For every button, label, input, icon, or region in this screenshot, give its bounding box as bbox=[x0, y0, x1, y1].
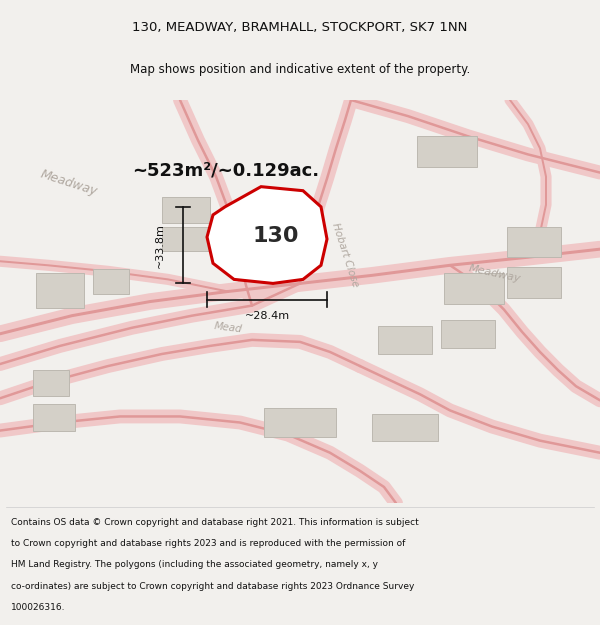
Polygon shape bbox=[33, 370, 69, 396]
Polygon shape bbox=[417, 136, 477, 166]
Text: Meadway: Meadway bbox=[468, 263, 522, 284]
Text: ~33.8m: ~33.8m bbox=[155, 222, 165, 268]
Polygon shape bbox=[33, 404, 75, 431]
Text: 130, MEADWAY, BRAMHALL, STOCKPORT, SK7 1NN: 130, MEADWAY, BRAMHALL, STOCKPORT, SK7 1… bbox=[133, 21, 467, 34]
Text: Contains OS data © Crown copyright and database right 2021. This information is : Contains OS data © Crown copyright and d… bbox=[11, 518, 419, 527]
Polygon shape bbox=[93, 269, 129, 294]
Polygon shape bbox=[207, 187, 327, 283]
Polygon shape bbox=[441, 320, 495, 348]
Polygon shape bbox=[36, 273, 84, 308]
Polygon shape bbox=[264, 408, 336, 437]
Polygon shape bbox=[162, 197, 210, 223]
Text: Hobart Close: Hobart Close bbox=[330, 222, 360, 289]
Text: ~28.4m: ~28.4m bbox=[244, 311, 290, 321]
Text: HM Land Registry. The polygons (including the associated geometry, namely x, y: HM Land Registry. The polygons (includin… bbox=[11, 561, 378, 569]
Text: 100026316.: 100026316. bbox=[11, 603, 65, 612]
Text: Mead: Mead bbox=[214, 321, 242, 334]
Text: co-ordinates) are subject to Crown copyright and database rights 2023 Ordnance S: co-ordinates) are subject to Crown copyr… bbox=[11, 582, 414, 591]
Polygon shape bbox=[162, 227, 213, 251]
Polygon shape bbox=[372, 414, 438, 441]
Text: Meadway: Meadway bbox=[39, 168, 99, 198]
Polygon shape bbox=[507, 268, 561, 298]
Polygon shape bbox=[444, 273, 504, 304]
Text: Map shows position and indicative extent of the property.: Map shows position and indicative extent… bbox=[130, 64, 470, 76]
Text: ~523m²/~0.129ac.: ~523m²/~0.129ac. bbox=[132, 161, 319, 179]
Text: to Crown copyright and database rights 2023 and is reproduced with the permissio: to Crown copyright and database rights 2… bbox=[11, 539, 405, 548]
Polygon shape bbox=[507, 227, 561, 258]
Text: 130: 130 bbox=[253, 226, 299, 246]
Polygon shape bbox=[378, 326, 432, 354]
